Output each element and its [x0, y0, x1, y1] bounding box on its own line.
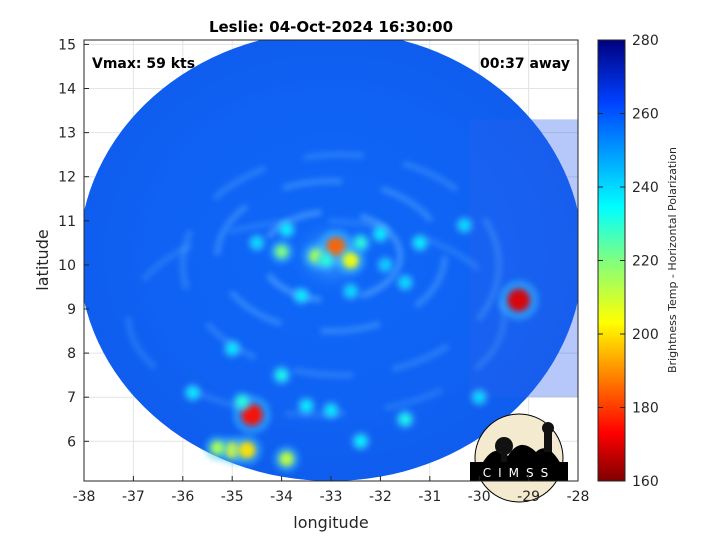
convective-cell [210, 440, 225, 455]
convective-cell [276, 369, 288, 381]
colorbar-tick-label: 240 [632, 180, 659, 196]
rainband [214, 178, 448, 335]
vmax-annotation: Vmax: 59 kts [92, 56, 195, 72]
convective-cell [399, 413, 411, 425]
y-tick-label: 8 [67, 346, 76, 362]
y-tick-label: 15 [58, 37, 76, 53]
convective-cell [236, 395, 248, 408]
x-tick-label: -35 [221, 489, 244, 505]
y-tick-label: 6 [67, 434, 76, 450]
convective-cell [474, 392, 485, 403]
x-tick-label: -31 [418, 489, 441, 505]
y-tick-label: 11 [58, 214, 76, 230]
colorbar: 160 180 200 220 240 260 280 Brightness Temp - … [597, 33, 679, 490]
convective-cell [320, 254, 332, 267]
x-axis: -38 -37 -36 -35 -34 -33 -32 -31 -30 -29 -28 [73, 476, 590, 505]
y-tick-label: 12 [58, 170, 76, 186]
convective-cell [400, 277, 411, 288]
rainband [258, 208, 404, 304]
colorbar-tick-label: 200 [632, 327, 659, 343]
time-away-annotation: 00:37 away [480, 56, 570, 72]
colorbar-label: Brightness Temp - Horizontal Polarizatio… [666, 147, 679, 373]
y-tick-label: 14 [58, 82, 76, 98]
y-axis: 6 7 8 9 10 11 12 13 14 15 [58, 37, 89, 450]
convective-cell [507, 289, 530, 312]
convective-cells [183, 216, 539, 473]
x-tick-label: -38 [73, 489, 96, 505]
y-axis-label: latitude [33, 229, 52, 290]
chart-title: Leslie: 04-Oct-2024 16:30:00 [209, 18, 453, 36]
convective-cell [354, 237, 367, 249]
colorbar-ticks: 160 180 200 220 240 260 280 [598, 33, 659, 490]
convective-cell [187, 387, 198, 398]
convective-cell [325, 405, 337, 416]
x-tick-label: -34 [270, 489, 293, 505]
convective-cell [238, 441, 256, 459]
x-axis-label: longitude [293, 513, 368, 532]
convective-cell [227, 343, 238, 354]
colorbar-tick-label: 280 [632, 33, 659, 49]
y-tick-label: 9 [67, 302, 76, 318]
colorbar-tick-label: 220 [632, 254, 659, 270]
convective-cell [342, 252, 359, 269]
x-tick-label: -30 [468, 489, 491, 505]
x-tick-label: -29 [517, 489, 540, 505]
colorbar-tick-label: 160 [632, 474, 659, 490]
convective-cell [380, 260, 391, 270]
rainband [179, 151, 502, 379]
convective-cell [251, 237, 262, 248]
logo-text: CIMSS [483, 466, 556, 480]
convective-cell [414, 237, 426, 249]
colorbar-tick-label: 260 [632, 107, 659, 123]
x-tick-label: -36 [171, 489, 194, 505]
y-tick-label: 13 [58, 126, 76, 142]
cimss-logo: CIMSS [470, 413, 568, 503]
x-tick-label: -37 [122, 489, 145, 505]
convective-cell [281, 224, 292, 235]
rainband [125, 217, 507, 418]
colorbar-tick-label: 180 [632, 401, 659, 417]
swath-seam [469, 119, 578, 398]
convective-cell [301, 400, 312, 412]
x-tick-label: -28 [567, 489, 590, 505]
convective-cell [375, 228, 386, 240]
convective-cell [275, 245, 289, 259]
y-tick-label: 10 [58, 258, 76, 274]
convective-cell [355, 435, 366, 447]
convective-cell [279, 451, 294, 467]
convective-cell [296, 290, 307, 301]
convective-cell [345, 286, 356, 297]
y-tick-label: 7 [67, 390, 76, 406]
x-tick-label: -33 [320, 489, 343, 505]
convective-cell [459, 220, 470, 231]
x-tick-label: -32 [369, 489, 392, 505]
